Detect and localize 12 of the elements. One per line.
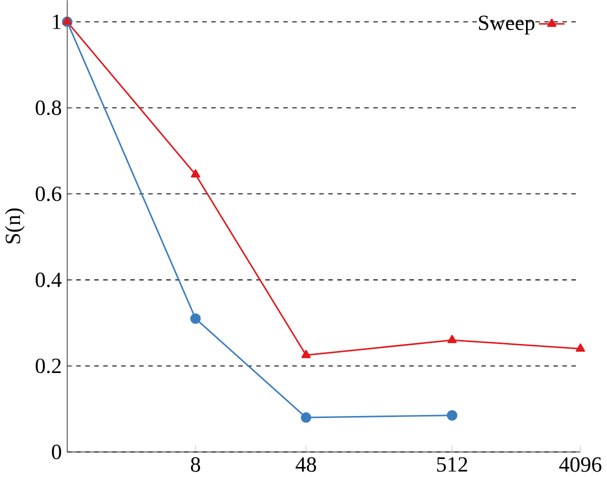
y-tick-label: 0.6 [36,186,62,202]
y-tick-label: 0.4 [36,272,62,288]
x-tick-label: 8 [190,457,200,472]
x-tick-label: 48 [296,457,316,472]
y-tick-label: 0 [52,444,62,460]
y-axis-title: S(n) [5,208,25,244]
legend-label: Sweep [479,16,534,35]
x-tick-label: 4096 [559,457,602,472]
x-tick-label: 512 [437,457,468,472]
y-tick-label: 0.2 [36,358,61,374]
y-tick-label: 1 [53,14,61,30]
y-tick-label: 0.8 [36,100,62,116]
